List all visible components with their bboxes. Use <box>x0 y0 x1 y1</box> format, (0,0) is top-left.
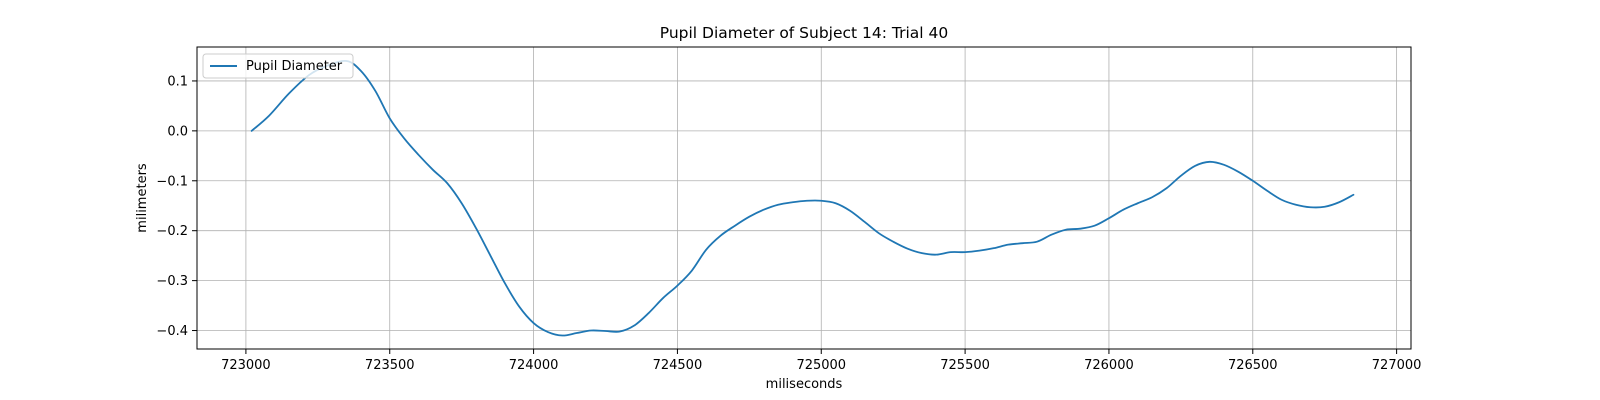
y-tick-label: 0.0 <box>167 124 188 139</box>
plot-frame <box>196 46 1412 350</box>
y-tick-label: −0.4 <box>156 324 188 339</box>
x-tick-label: 726500 <box>1228 358 1278 373</box>
x-tick-label: 725000 <box>796 358 846 373</box>
x-tick-label: 725500 <box>940 358 990 373</box>
y-tick-label: −0.3 <box>156 274 188 289</box>
legend: Pupil Diameter <box>202 53 354 79</box>
x-axis-label: miliseconds <box>766 377 843 392</box>
x-tick-label: 727000 <box>1372 358 1422 373</box>
x-tick-label: 724000 <box>509 358 559 373</box>
series-line <box>250 59 1355 337</box>
x-tick-label: 724500 <box>653 358 703 373</box>
y-axis-ticks: −0.4 −0.3 −0.2 −0.1 0.0 0.1 <box>156 74 197 339</box>
x-axis-ticks: 723000 723500 724000 724500 725000 725500 7260… <box>221 349 1421 373</box>
y-tick-label: 0.1 <box>167 74 188 89</box>
x-tick-label: 723500 <box>365 358 415 373</box>
x-tick-label: 723000 <box>221 358 271 373</box>
grid-lines <box>197 47 1411 349</box>
chart-title: Pupil Diameter of Subject 14: Trial 40 <box>660 24 949 42</box>
y-tick-label: −0.1 <box>156 174 188 189</box>
y-axis-label: milimeters <box>135 163 150 233</box>
x-tick-label: 726000 <box>1084 358 1134 373</box>
legend-label: Pupil Diameter <box>246 59 343 74</box>
y-tick-label: −0.2 <box>156 224 188 239</box>
series-layer <box>250 59 1355 337</box>
legend-box <box>202 53 354 79</box>
